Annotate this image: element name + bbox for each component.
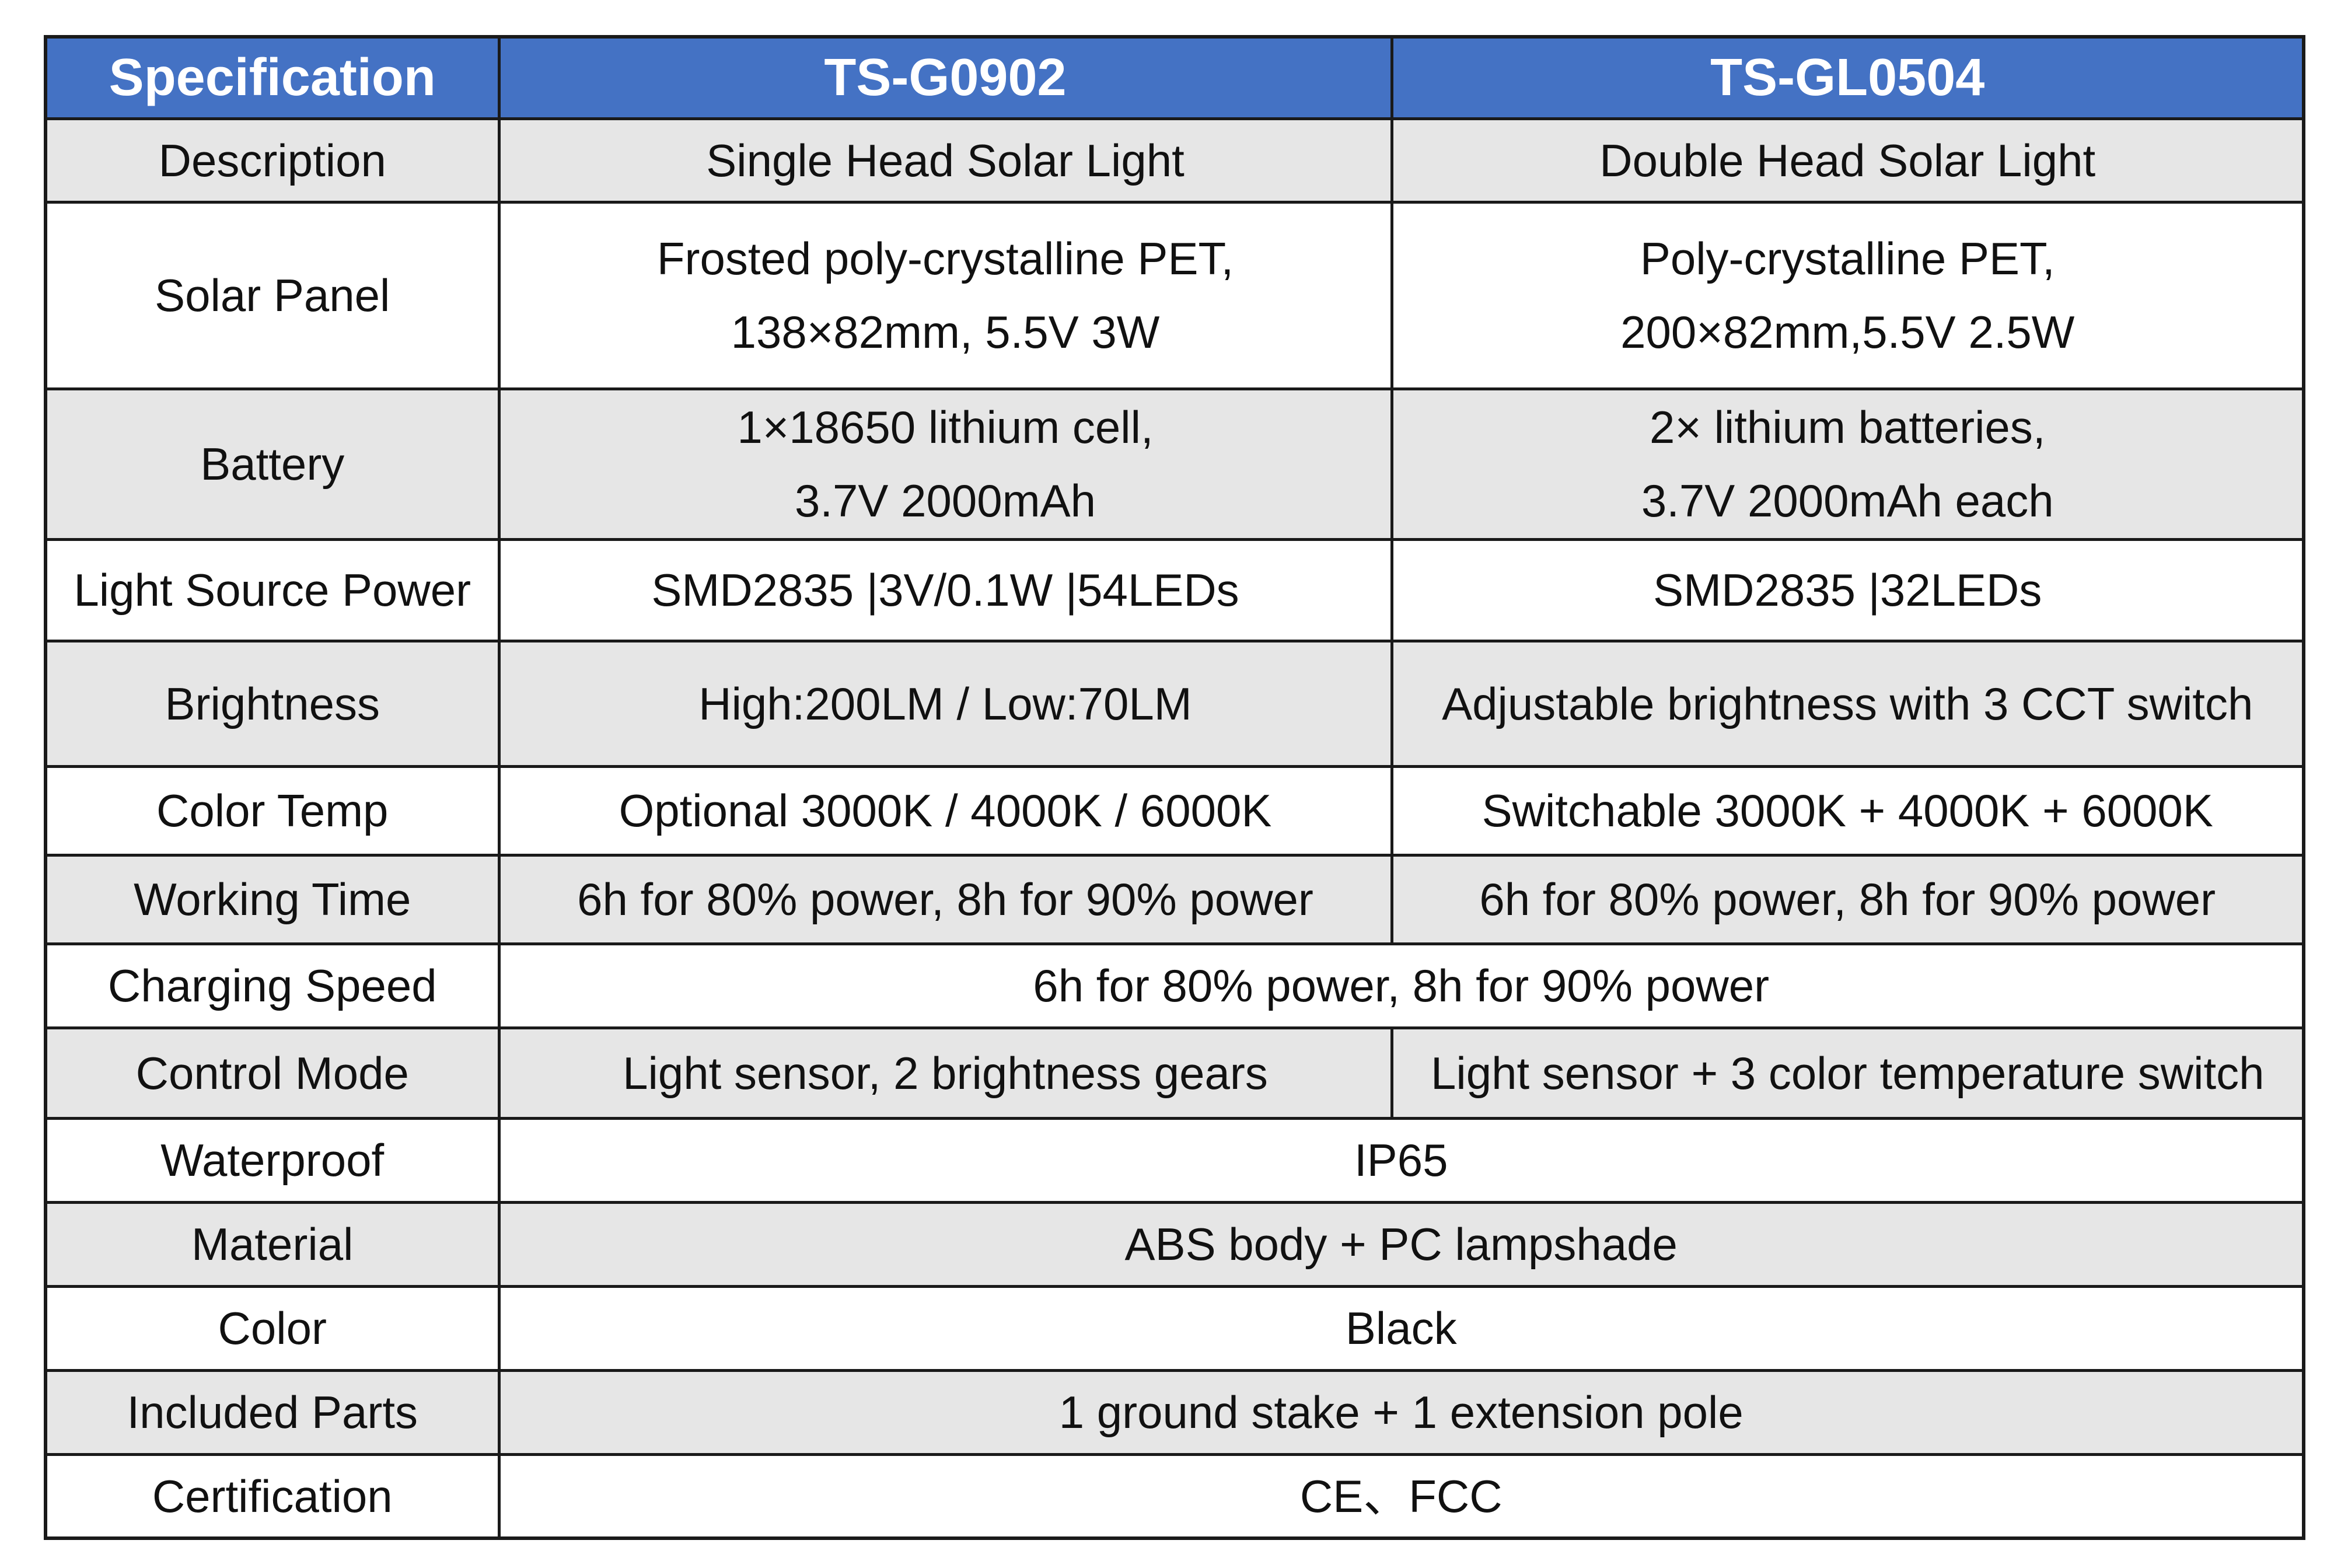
cell-text-line: IP65 [1354,1134,1448,1186]
spec-row-control-mode: Control Mode Light sensor, 2 brightness g… [44,1026,2305,1120]
ts-gl0504-value-cell: Double Head Solar Light [1390,117,2305,204]
spec-row-battery: Battery 1×18650 lithium cell, 3.7V 2000mAh… [44,387,2305,541]
header-row: Specification TS-G0902 TS-GL0504 [44,35,2305,120]
ts-g0902-value-cell: Frosted poly-crystalline PET, 138×82mm, 5… [497,200,1393,390]
shared-value-cell: IP65 [497,1116,2305,1204]
spec-row-certification: Certification CE、FCC [44,1452,2305,1540]
ts-gl0504-value-cell: SMD2835 |32LEDs [1390,537,2305,642]
row-label: Working Time [44,853,501,945]
ts-gl0504-value-cell: Adjustable brightness with 3 CCT switch [1390,639,2305,768]
shared-value-cell: 6h for 80% power, 8h for 90% power [497,942,2305,1029]
cell-text-line: 1×18650 lithium cell, [737,401,1154,453]
cell-text-line: Black [1345,1302,1457,1354]
spec-body: Description Single Head Solar Light Double… [44,117,2305,1540]
row-label: Color Temp [44,764,501,857]
cell-text-line: 200×82mm,5.5V 2.5W [1620,306,2075,358]
ts-g0902-value-cell: Optional 3000K / 4000K / 6000K [497,764,1393,857]
shared-value-cell: ABS body + PC lampshade [497,1200,2305,1288]
spec-row-description: Description Single Head Solar Light Double… [44,117,2305,204]
cell-text-line: 6h for 80% power, 8h for 90% power [1033,960,1770,1011]
cell-text-line: Frosted poly-crystalline PET, [656,233,1234,284]
ts-gl0504-value-cell: Light sensor + 3 color temperature switc… [1390,1026,2305,1120]
ts-gl0504-value-cell: Poly-crystalline PET, 200×82mm,5.5V 2.5W [1390,200,2305,390]
row-label: Included Parts [44,1368,501,1456]
cell-text-line: Switchable 3000K + 4000K + 6000K [1482,785,2213,836]
cell-text-line: Light sensor + 3 color temperature switc… [1430,1047,2265,1099]
cell-text-line: Poly-crystalline PET, [1640,233,2055,284]
spec-row-color-temp: Color Temp Optional 3000K / 4000K / 6000K… [44,764,2305,857]
row-label: Material [44,1200,501,1288]
row-label: Color [44,1284,501,1372]
row-label: Description [44,117,501,204]
row-label: Brightness [44,639,501,768]
spec-row-charging-speed: Charging Speed 6h for 80% power, 8h for 9… [44,942,2305,1029]
cell-text-line: Double Head Solar Light [1599,134,2096,186]
row-label: Control Mode [44,1026,501,1120]
cell-text-line: 3.7V 2000mAh each [1641,475,2054,526]
cell-text-line: 6h for 80% power, 8h for 90% power [1479,874,2216,925]
spec-row-included-parts: Included Parts 1 ground stake + 1 extensi… [44,1368,2305,1456]
cell-text-line: ABS body + PC lampshade [1124,1218,1678,1270]
ts-g0902-value-cell: 6h for 80% power, 8h for 90% power [497,853,1393,945]
header-specification: Specification [44,35,501,120]
cell-text-line: Optional 3000K / 4000K / 6000K [619,785,1272,836]
ts-g0902-value-cell: SMD2835 |3V/0.1W |54LEDs [497,537,1393,642]
spec-row-material: Material ABS body + PC lampshade [44,1200,2305,1288]
ts-g0902-value-cell: Single Head Solar Light [497,117,1393,204]
ts-g0902-value-cell: 1×18650 lithium cell, 3.7V 2000mAh [497,387,1393,541]
ts-g0902-value-cell: High:200LM / Low:70LM [497,639,1393,768]
row-label: Charging Speed [44,942,501,1029]
spec-row-solar-panel: Solar Panel Frosted poly-crystalline PET,… [44,200,2305,390]
spec-row-brightness: Brightness High:200LM / Low:70LM Adjustabl… [44,639,2305,768]
cell-text-line: Light sensor, 2 brightness gears [623,1047,1268,1099]
spec-row-working-time: Working Time 6h for 80% power, 8h for 90%… [44,853,2305,945]
row-label: Certification [44,1452,501,1540]
ts-gl0504-value-cell: Switchable 3000K + 4000K + 6000K [1390,764,2305,857]
cell-text-line: 2× lithium batteries, [1649,401,2046,453]
spec-table: Specification TS-G0902 TS-GL0504 Descrip… [44,35,2305,1540]
spec-row-waterproof: Waterproof IP65 [44,1116,2305,1204]
cell-text-line: SMD2835 |32LEDs [1653,564,2042,616]
row-label: Light Source Power [44,537,501,642]
ts-g0902-value-cell: Light sensor, 2 brightness gears [497,1026,1393,1120]
shared-value-cell: CE、FCC [497,1452,2305,1540]
header-ts-gl0504: TS-GL0504 [1390,35,2305,120]
header-ts-g0902: TS-G0902 [497,35,1393,120]
cell-text-line: Single Head Solar Light [706,134,1185,186]
cell-text-line: 1 ground stake + 1 extension pole [1058,1387,1743,1438]
ts-gl0504-value-cell: 6h for 80% power, 8h for 90% power [1390,853,2305,945]
cell-text-line: 3.7V 2000mAh [794,475,1096,526]
ts-gl0504-value-cell: 2× lithium batteries, 3.7V 2000mAh each [1390,387,2305,541]
cell-text-line: 6h for 80% power, 8h for 90% power [577,874,1313,925]
shared-value-cell: 1 ground stake + 1 extension pole [497,1368,2305,1456]
cell-text-line: 138×82mm, 5.5V 3W [731,306,1160,358]
spec-row-color: Color Black [44,1284,2305,1372]
spec-row-light-source-power: Light Source Power SMD2835 |3V/0.1W |54LE… [44,537,2305,642]
row-label: Solar Panel [44,200,501,390]
cell-text-line: High:200LM / Low:70LM [698,678,1192,729]
shared-value-cell: Black [497,1284,2305,1372]
cell-text-line: CE、FCC [1299,1470,1503,1522]
row-label: Battery [44,387,501,541]
cell-text-line: SMD2835 |3V/0.1W |54LEDs [651,564,1239,616]
row-label: Waterproof [44,1116,501,1204]
cell-text-line: Adjustable brightness with 3 CCT switch [1442,678,2253,729]
